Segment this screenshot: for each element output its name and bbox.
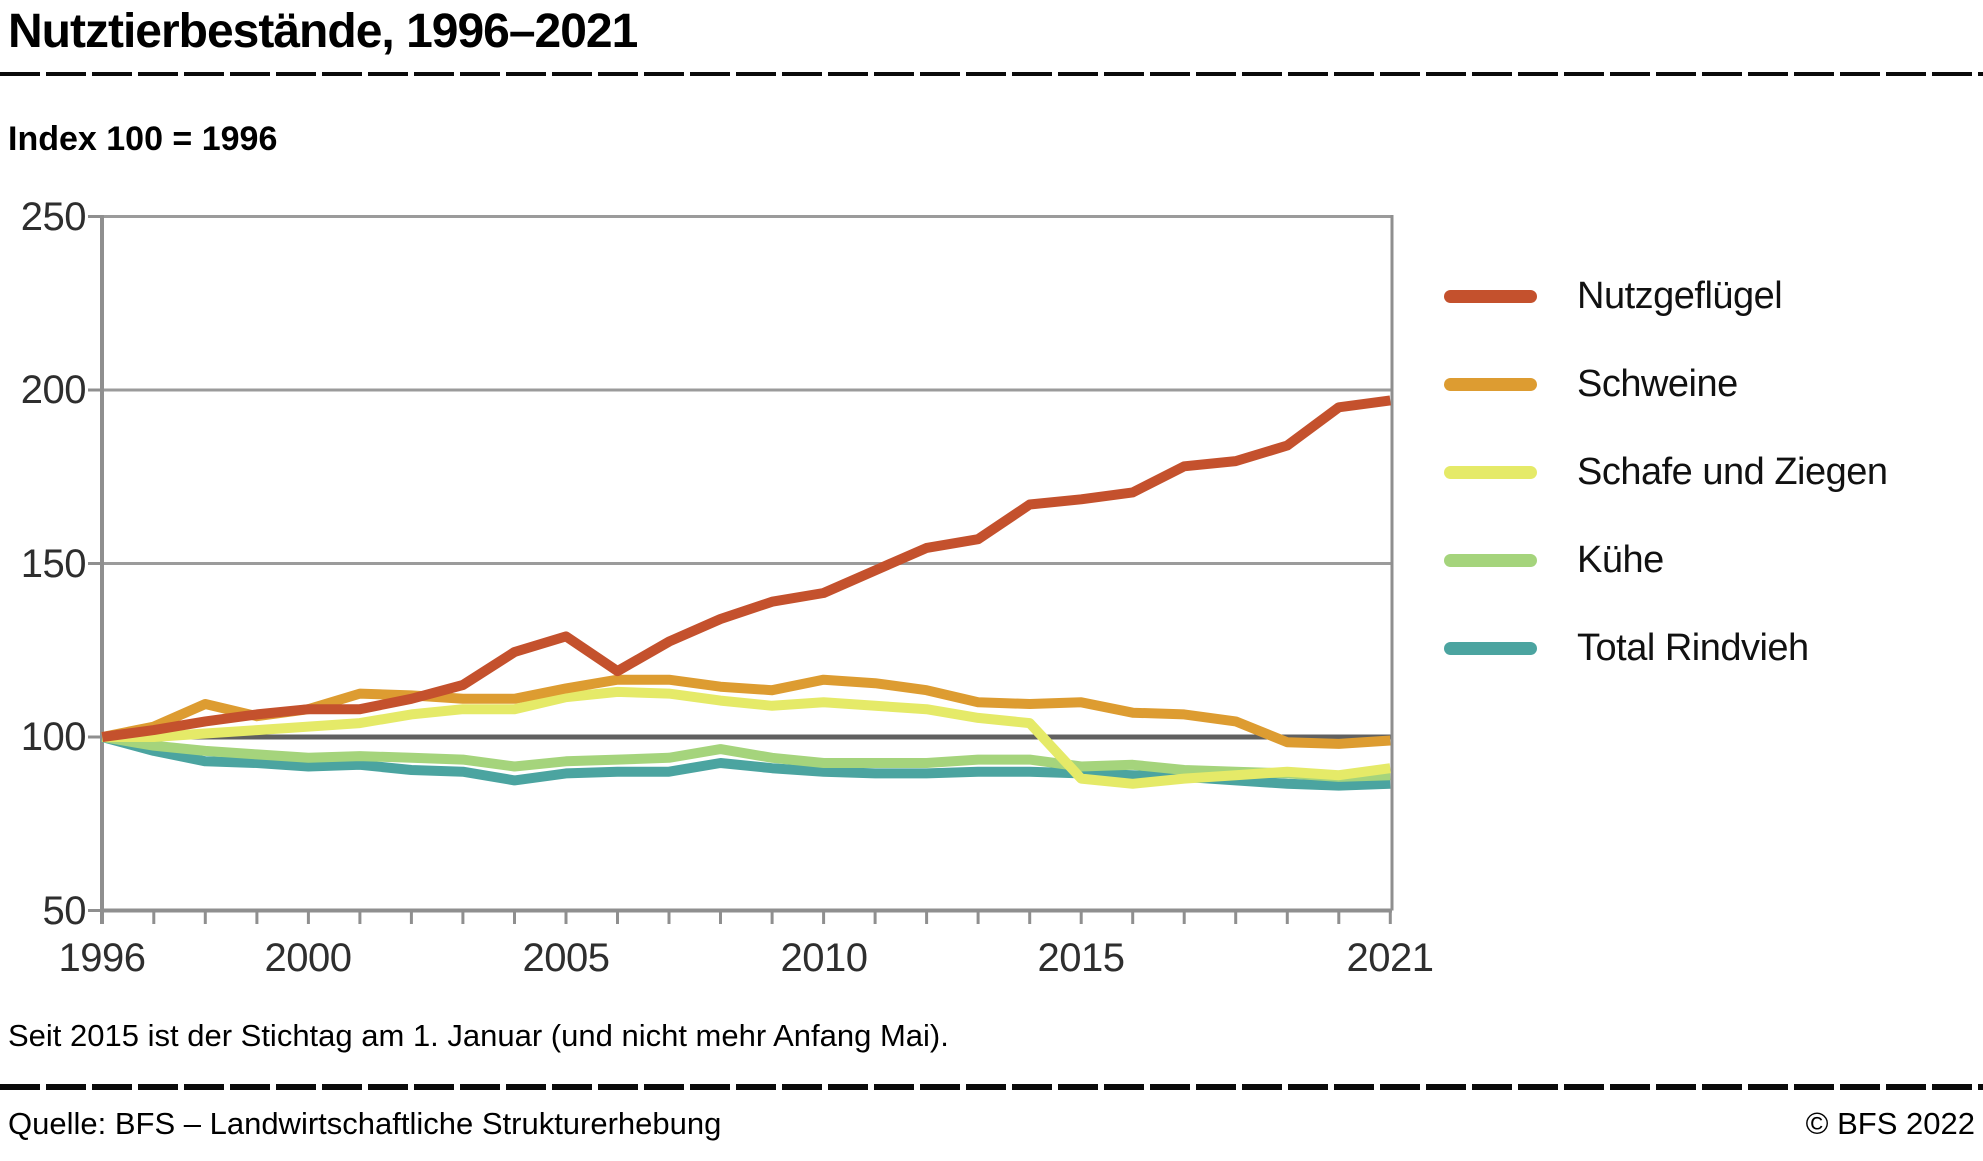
legend-label: Schafe und Ziegen <box>1577 450 1888 493</box>
legend-item-schweine: Schweine <box>1444 362 1738 405</box>
x-tick-label-2010: 2010 <box>780 936 868 980</box>
series-line-schafe-und-ziegen <box>102 686 1391 789</box>
legend-swatch-nutzgefluegel <box>1444 289 1537 303</box>
legend-swatch-schweine <box>1444 377 1537 391</box>
legend-item-kuehe: Kühe <box>1444 538 1664 581</box>
x-tick-label-1996: 1996 <box>58 936 146 980</box>
gridlines <box>102 215 1392 913</box>
series-line-nutzgefluegel <box>101 395 1391 742</box>
chart-subtitle: Index 100 = 1996 <box>8 120 278 158</box>
y-tick-label-50: 50 <box>42 889 87 933</box>
x-tick-label-2021: 2021 <box>1346 936 1434 980</box>
y-tick-label-200: 200 <box>20 368 87 412</box>
legend-item-schafe-und-ziegen: Schafe und Ziegen <box>1444 450 1888 493</box>
x-axis-ticks <box>100 910 1392 924</box>
chart-footnote: Seit 2015 ist der Stichtag am 1. Januar … <box>8 1018 949 1053</box>
legend-item-total-rindvieh: Total Rindvieh <box>1444 626 1809 669</box>
dashed-divider-bottom <box>0 1084 1983 1090</box>
dashed-divider-top <box>0 72 1983 76</box>
plot-borders <box>100 215 1394 924</box>
copyright-text: © BFS 2022 <box>1805 1106 1975 1141</box>
legend-item-nutzgefluegel: Nutzgeflügel <box>1444 274 1783 317</box>
legend-label: Schweine <box>1577 362 1738 405</box>
source-row: Quelle: BFS – Landwirtschaftliche Strukt… <box>8 1106 1975 1142</box>
y-tick-label-250: 250 <box>20 195 87 239</box>
page-title: Nutztierbestände, 1996–2021 <box>8 5 638 58</box>
legend-label: Total Rindvieh <box>1577 626 1809 669</box>
y-axis-ticks <box>88 215 102 912</box>
series-line-kuehe <box>101 732 1391 782</box>
x-tick-label-2000: 2000 <box>264 936 352 980</box>
legend-swatch-total-rindvieh <box>1444 641 1537 655</box>
y-tick-label-100: 100 <box>20 715 87 759</box>
x-tick-label-2015: 2015 <box>1037 936 1125 980</box>
y-tick-label-150: 150 <box>20 542 87 586</box>
series-lines <box>100 395 1391 791</box>
legend-swatch-kuehe <box>1444 553 1537 567</box>
legend-label: Nutzgeflügel <box>1577 274 1783 317</box>
legend-swatch-schafe-und-ziegen <box>1444 465 1537 479</box>
legend-label: Kühe <box>1577 538 1664 581</box>
x-tick-label-2005: 2005 <box>522 936 610 980</box>
source-text: Quelle: BFS – Landwirtschaftliche Strukt… <box>8 1106 722 1141</box>
